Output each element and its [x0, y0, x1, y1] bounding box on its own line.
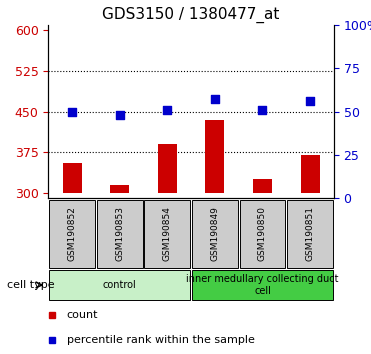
- Bar: [49, 200, 95, 268]
- Bar: [158, 144, 177, 193]
- Point: [69, 109, 75, 114]
- Text: control: control: [103, 280, 137, 290]
- Bar: [192, 270, 333, 299]
- Bar: [97, 200, 142, 268]
- Title: GDS3150 / 1380477_at: GDS3150 / 1380477_at: [102, 7, 280, 23]
- Bar: [253, 179, 272, 193]
- Point: [259, 107, 265, 113]
- Text: GSM190851: GSM190851: [306, 206, 315, 261]
- Text: GSM190854: GSM190854: [163, 206, 172, 261]
- Bar: [144, 200, 190, 268]
- Point: [116, 112, 122, 118]
- Text: GSM190852: GSM190852: [68, 206, 76, 261]
- Bar: [240, 200, 285, 268]
- Bar: [192, 200, 238, 268]
- Text: inner medullary collecting duct
cell: inner medullary collecting duct cell: [186, 274, 339, 296]
- Bar: [62, 163, 82, 193]
- Point: [164, 107, 170, 113]
- Bar: [110, 185, 129, 193]
- Bar: [301, 155, 319, 193]
- Text: count: count: [67, 310, 98, 320]
- Bar: [206, 120, 224, 193]
- Text: cell type: cell type: [7, 280, 55, 290]
- Point: [212, 97, 218, 102]
- Text: GSM190850: GSM190850: [258, 206, 267, 261]
- Bar: [287, 200, 333, 268]
- Bar: [49, 270, 190, 299]
- Point: [307, 98, 313, 104]
- Text: GSM190853: GSM190853: [115, 206, 124, 261]
- Text: percentile rank within the sample: percentile rank within the sample: [67, 335, 255, 344]
- Text: GSM190849: GSM190849: [210, 206, 219, 261]
